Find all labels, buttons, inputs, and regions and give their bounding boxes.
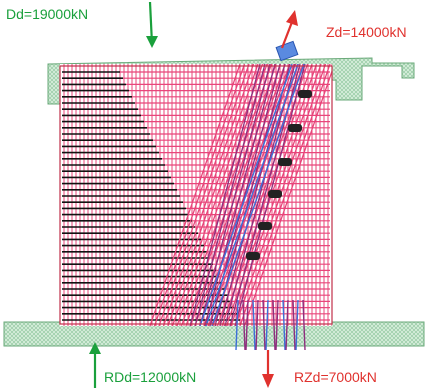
anchor-block: [288, 124, 302, 132]
inclined-bar: [149, 64, 241, 326]
anchorage-bar: [302, 299, 306, 351]
reaction-arrow: [89, 342, 101, 388]
anchorage-bar: [245, 299, 249, 351]
anchorage-bar: [285, 299, 289, 351]
bottom-right-force-label: RZd=7000kN: [294, 369, 377, 385]
inclined-bar-dark: [194, 64, 266, 326]
inclined-bar: [153, 64, 246, 326]
wall-reinforcement: [60, 64, 332, 326]
inclined-bar-dark: [219, 64, 291, 326]
inclined-bar-dark: [199, 64, 271, 326]
anchorage-bar: [275, 299, 279, 351]
anchorage-bar: [295, 299, 299, 351]
inclined-bar: [243, 69, 332, 326]
duct-anchor: [275, 40, 299, 62]
anchorage-bars: [235, 299, 306, 351]
inclined-bar: [180, 64, 273, 326]
tendon-line: [211, 64, 305, 326]
inclined-bar-dark: [204, 64, 276, 326]
tendon-line: [205, 64, 299, 326]
anchorage-bar: [252, 299, 256, 351]
anchorage-bar: [235, 299, 239, 351]
inclined-bar: [158, 64, 250, 326]
inclined-bar: [216, 64, 309, 326]
anchor-block: [246, 252, 260, 260]
inclined-bar: [176, 64, 268, 326]
anchorage-bar: [272, 299, 276, 351]
anchorage-bar: [242, 299, 246, 351]
anchor-block: [298, 90, 312, 98]
anchorage-bar: [255, 299, 259, 351]
tension-arrow: [280, 10, 298, 49]
anchor-block: [278, 158, 292, 166]
bottom-left-force-label: RDd=12000kN: [104, 369, 197, 385]
anchor-block: [258, 222, 272, 230]
anchorage-bar: [292, 299, 296, 351]
inclined-bar: [171, 64, 264, 326]
tendon-line: [199, 64, 293, 326]
inclined-bar: [239, 64, 331, 326]
inclined-bar: [167, 64, 259, 326]
anchor-block: [268, 190, 282, 198]
compression-arrow: [146, 1, 158, 48]
anchorage-bar: [265, 299, 269, 351]
anchorage-bar: [282, 299, 286, 351]
wall-outline: [59, 65, 333, 325]
top-left-force-label: Dd=19000kN: [6, 6, 89, 22]
top-right-force-label: Zd=14000kN: [326, 24, 407, 40]
tension-reaction-arrow: [262, 350, 274, 388]
inclined-bar: [162, 64, 255, 326]
inclined-bar-dark: [189, 64, 261, 326]
anchorage-bar: [262, 299, 266, 351]
